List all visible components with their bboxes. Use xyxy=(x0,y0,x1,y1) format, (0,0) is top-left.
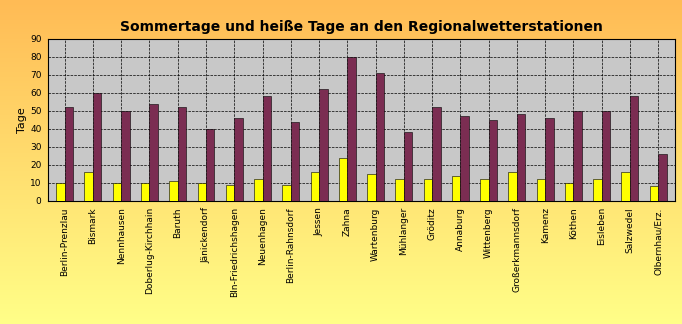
Bar xyxy=(602,111,610,201)
Bar xyxy=(367,174,376,201)
Bar xyxy=(282,185,291,201)
Bar xyxy=(198,183,206,201)
Bar xyxy=(376,73,384,201)
Bar xyxy=(537,179,545,201)
Bar xyxy=(235,118,243,201)
Bar xyxy=(545,118,554,201)
Bar xyxy=(574,111,582,201)
Bar xyxy=(254,179,263,201)
Bar xyxy=(650,187,658,201)
Bar xyxy=(93,93,102,201)
Bar xyxy=(488,120,497,201)
Bar xyxy=(347,57,356,201)
Bar xyxy=(630,97,638,201)
Bar xyxy=(565,183,574,201)
Bar xyxy=(56,183,65,201)
Bar xyxy=(178,107,186,201)
Bar xyxy=(149,104,158,201)
Bar xyxy=(226,185,235,201)
Bar xyxy=(396,179,404,201)
Bar xyxy=(404,133,413,201)
Y-axis label: Tage: Tage xyxy=(17,107,27,133)
Bar xyxy=(65,107,73,201)
Bar xyxy=(310,172,319,201)
Bar xyxy=(339,158,347,201)
Bar xyxy=(593,179,602,201)
Bar xyxy=(480,179,488,201)
Bar xyxy=(517,114,525,201)
Bar xyxy=(621,172,630,201)
Bar xyxy=(452,176,460,201)
Bar xyxy=(206,129,215,201)
Bar xyxy=(508,172,517,201)
Bar xyxy=(432,107,441,201)
Bar xyxy=(658,154,667,201)
Bar xyxy=(121,111,130,201)
Bar xyxy=(169,181,178,201)
Bar xyxy=(263,97,271,201)
Title: Sommertage und heiße Tage an den Regionalwetterstationen: Sommertage und heiße Tage an den Regiona… xyxy=(120,19,603,34)
Bar xyxy=(141,183,149,201)
Bar xyxy=(291,122,299,201)
Bar xyxy=(460,116,469,201)
Bar xyxy=(319,89,327,201)
Bar xyxy=(85,172,93,201)
Bar xyxy=(424,179,432,201)
Bar xyxy=(113,183,121,201)
